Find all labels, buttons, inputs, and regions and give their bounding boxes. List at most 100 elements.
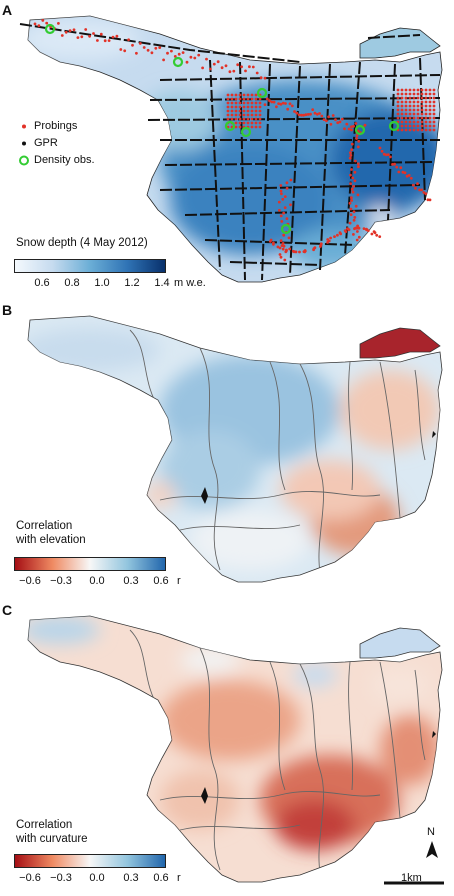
probing-point: [412, 100, 416, 104]
probing-point: [162, 58, 166, 62]
probing-point: [76, 36, 80, 39]
probing-point: [432, 88, 436, 92]
probing-point: [353, 216, 357, 219]
probing-point: [404, 120, 408, 124]
probing-point: [115, 34, 119, 38]
probing-point: [277, 200, 281, 204]
probing-point: [279, 255, 283, 259]
probing-point: [404, 128, 408, 132]
probing-point: [293, 110, 296, 113]
nunatak: [432, 731, 436, 738]
colorbar-unit: r: [177, 872, 181, 884]
probing-point: [281, 242, 285, 245]
probing-point: [405, 174, 409, 178]
probing-point: [278, 253, 282, 256]
probing-point: [424, 104, 428, 108]
probing-point: [254, 121, 258, 125]
tick-label: 1.2: [124, 277, 140, 289]
probing-point: [349, 173, 352, 177]
probing-point: [378, 235, 382, 239]
probing-point: [228, 70, 232, 74]
probing-point: [234, 93, 238, 97]
probing-point: [428, 120, 432, 124]
probing-point: [343, 229, 347, 233]
probing-point: [138, 42, 142, 45]
probing-point: [96, 39, 99, 42]
probing-point: [107, 39, 111, 42]
probing-point: [404, 92, 408, 96]
probing-point: [412, 116, 416, 120]
probing-point: [366, 229, 370, 233]
probing-point: [283, 258, 287, 262]
probing-point: [254, 105, 258, 109]
tick-label: −0.6: [19, 575, 41, 587]
probing-point: [254, 97, 258, 101]
probing-point: [334, 118, 337, 122]
probing-point: [336, 121, 340, 125]
probing-point: [428, 108, 432, 112]
probing-point: [289, 203, 292, 207]
probing-point: [416, 182, 419, 186]
probing-point: [250, 113, 254, 117]
tick-label: −0.3: [50, 575, 72, 587]
probing-point: [416, 112, 420, 116]
probing-point: [111, 35, 115, 39]
probing-point: [352, 233, 355, 236]
probing-point: [278, 208, 281, 212]
curvature-correlation-map: [27, 615, 444, 885]
probing-point: [420, 104, 424, 108]
probing-point: [295, 111, 299, 115]
probing-point: [300, 113, 303, 117]
probing-point: [189, 55, 193, 59]
probing-point: [283, 206, 287, 210]
probing-point: [362, 227, 366, 231]
probing-point: [351, 176, 355, 180]
probing-point: [325, 119, 328, 123]
probing-point: [355, 238, 359, 242]
probing-point: [258, 97, 262, 101]
probing-point: [272, 100, 276, 104]
probing-point: [282, 244, 286, 248]
probing-point: [284, 102, 287, 105]
probing-point: [395, 165, 399, 169]
probing-point: [37, 24, 41, 28]
probing-point: [265, 97, 269, 101]
probing-point: [400, 104, 404, 108]
probing-point: [408, 124, 412, 128]
probing-point: [242, 121, 246, 125]
probing-point: [350, 187, 354, 191]
legend-density: Density obs.: [14, 152, 95, 169]
probing-point: [408, 104, 412, 108]
probing-point: [373, 231, 377, 235]
probing-point: [356, 162, 360, 166]
probing-point: [279, 102, 283, 106]
elevation-contours: [129, 629, 426, 873]
probing-point: [420, 116, 424, 120]
probing-point: [250, 125, 254, 129]
probing-point: [248, 65, 251, 69]
probing-point: [224, 64, 228, 68]
probing-point: [226, 97, 230, 101]
probing-point: [181, 51, 185, 54]
probing-point: [258, 121, 262, 125]
probing-point: [251, 65, 255, 69]
probing-point: [357, 226, 361, 230]
tick-label: 0.0: [89, 872, 105, 884]
probing-point: [353, 179, 357, 183]
probing-point: [396, 96, 400, 100]
nunatak: [201, 487, 208, 504]
probing-point: [258, 109, 262, 113]
probing-point: [424, 92, 428, 96]
tick-label: 0.6: [153, 872, 169, 884]
probing-point: [246, 105, 250, 109]
probing-point: [254, 125, 258, 129]
probing-point: [420, 124, 424, 128]
probing-point: [408, 120, 412, 124]
probing-point: [205, 57, 208, 61]
probing-point: [216, 60, 220, 64]
probing-point: [234, 109, 238, 113]
nunatak: [201, 787, 208, 804]
probing-point: [294, 250, 298, 254]
probing-point: [250, 93, 254, 97]
probing-point: [135, 51, 138, 55]
